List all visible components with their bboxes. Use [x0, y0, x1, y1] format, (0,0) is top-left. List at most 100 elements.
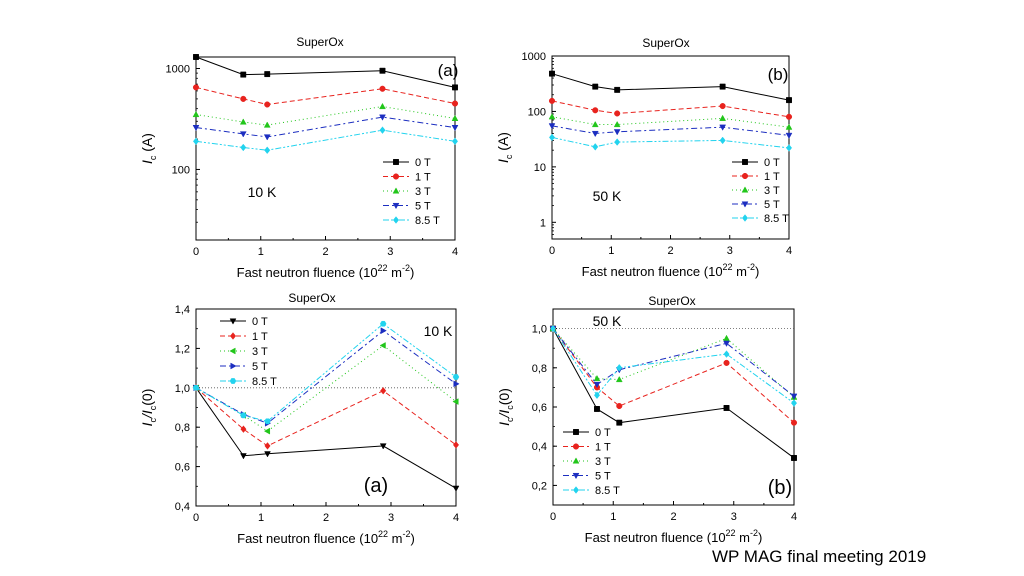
x-axis-label-part: m — [733, 264, 747, 279]
data-point — [592, 143, 599, 151]
y-axis-label: Ic (A) — [495, 132, 514, 163]
legend-marker — [742, 159, 748, 165]
data-point — [719, 83, 726, 90]
legend-label: 8.5 T — [415, 215, 440, 227]
chart-title: SuperOx — [642, 36, 689, 50]
series-line-5T — [195, 330, 457, 424]
legend-label: 3 T — [595, 456, 611, 468]
x-axis-label-part: ) — [411, 531, 415, 546]
data-point — [264, 71, 271, 78]
x-axis-label-part: -2 — [750, 528, 758, 538]
data-point — [548, 113, 556, 120]
data-point — [594, 406, 600, 412]
data-point — [192, 110, 200, 118]
x-tick-label: 3 — [387, 246, 393, 258]
data-point — [719, 124, 727, 131]
data-point — [549, 324, 557, 333]
y-tick-label: 0,2 — [532, 480, 547, 492]
data-point — [616, 419, 623, 426]
legend: 0 T 1 T 3 T 5 T 8.5 T — [383, 157, 440, 227]
legend-label: 3 T — [415, 186, 431, 198]
x-axis-label-part: Fast neutron fluence (10 — [582, 264, 723, 279]
data-point — [785, 132, 793, 139]
data-point — [452, 374, 460, 380]
chart-title: SuperOx — [296, 35, 343, 49]
data-point — [593, 374, 601, 382]
x-tick-label: 2 — [323, 512, 329, 524]
chart-title: SuperOx — [288, 291, 335, 305]
legend: 0 T 1 T 3 T 5 T 8.5 T — [220, 316, 277, 388]
data-point — [719, 114, 727, 121]
legend-marker — [572, 486, 580, 494]
series-line-1T — [551, 100, 790, 118]
x-tick-label: 4 — [791, 511, 797, 523]
x-tick-label: 3 — [727, 245, 733, 257]
data-point — [240, 143, 247, 152]
data-point — [723, 350, 730, 358]
legend-label: 8.5 T — [252, 376, 277, 388]
data-point — [790, 399, 798, 407]
footer-text: WP MAG final meeting 2019 — [712, 547, 927, 566]
y-axis-label-part: I — [139, 422, 155, 426]
data-point — [549, 70, 555, 77]
legend-label: 1 T — [595, 442, 611, 454]
temperature-label: 10 K — [248, 184, 277, 200]
series-line-0T — [552, 328, 795, 459]
plot-frame — [551, 55, 790, 240]
legend: 0 T 1 T 3 T 5 T 8.5 T — [732, 157, 789, 225]
y-tick-label: 0,8 — [175, 422, 190, 434]
y-tick-label: 1000 — [522, 51, 546, 63]
legend-label: 8.5 T — [595, 485, 620, 497]
x-axis-label-part: -2 — [747, 262, 755, 272]
legend-marker — [572, 472, 580, 480]
data-point — [452, 485, 460, 492]
panel-label: (b) — [768, 477, 792, 499]
data-point — [452, 441, 460, 449]
data-point — [380, 327, 387, 335]
y-axis-label-part: c — [504, 154, 514, 159]
data-point — [719, 103, 726, 110]
series-line-8-5T — [551, 136, 790, 149]
data-point — [240, 453, 247, 460]
x-axis-label-part: -2 — [402, 263, 410, 273]
data-point — [379, 126, 386, 134]
x-axis-label-part: 22 — [726, 528, 736, 538]
legend-marker — [573, 429, 579, 435]
data-point — [548, 133, 556, 142]
data-point — [548, 97, 556, 104]
data-point — [616, 402, 623, 410]
x-axis-label-part: m — [736, 530, 750, 545]
data-point — [614, 86, 621, 93]
x-tick-label: 2 — [667, 245, 673, 257]
legend-label: 1 T — [764, 171, 780, 183]
legend-label: 1 T — [415, 172, 431, 184]
y-axis-label: Ic (A) — [139, 133, 158, 164]
x-tick-label: 0 — [193, 246, 199, 258]
x-axis-label-part: Fast neutron fluence (10 — [585, 530, 726, 545]
legend-label: 3 T — [764, 185, 780, 197]
series-line-8-5T — [195, 323, 457, 422]
chart-top-left: SuperOx 0 1 2 3 4 100 1000 Fast neutron fluence … — [139, 35, 459, 280]
data-point — [264, 451, 271, 458]
y-axis-label-part: c — [505, 417, 515, 422]
data-point — [379, 67, 386, 74]
x-axis-label-part: m — [388, 265, 402, 280]
data-point — [723, 340, 730, 347]
y-axis-label-part: c — [148, 155, 158, 160]
series-line-1T — [195, 86, 456, 106]
data-point — [263, 134, 271, 141]
legend-label: 5 T — [252, 361, 268, 373]
legend-marker — [229, 378, 237, 384]
legend-label: 0 T — [764, 157, 780, 169]
data-point — [379, 443, 387, 450]
data-point — [192, 84, 200, 91]
data-point — [723, 359, 730, 366]
x-axis-label-part: ) — [410, 265, 414, 280]
data-point — [239, 118, 247, 125]
data-point — [451, 100, 459, 107]
x-axis-label-part: ) — [755, 264, 759, 279]
series-line-8-5T — [552, 328, 795, 404]
series-line-3T — [195, 106, 456, 126]
x-axis-label-part: 22 — [723, 262, 733, 272]
legend-label: 0 T — [595, 427, 611, 439]
